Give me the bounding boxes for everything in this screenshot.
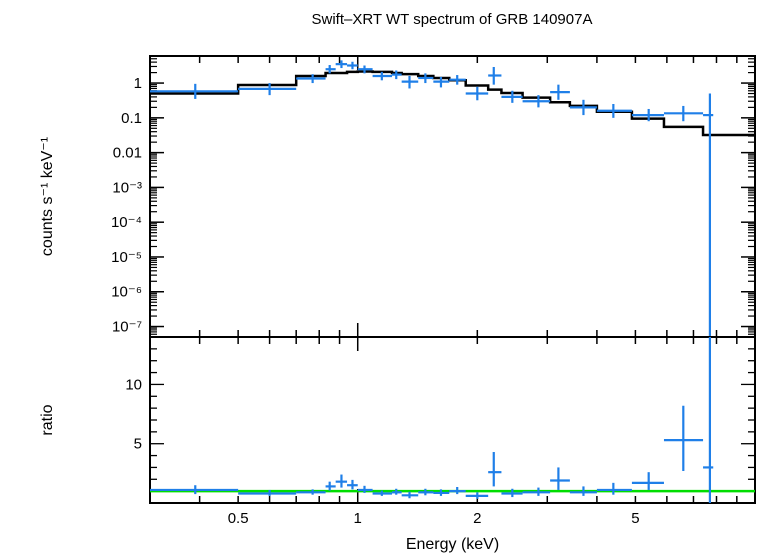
y-tick-label: 10⁻³ [112,179,142,196]
chart-title: Swift–XRT WT spectrum of GRB 140907A [312,11,593,28]
ratio-data-point [522,487,551,496]
spectrum-data-points [150,60,714,337]
spectrum-data-point [150,83,239,99]
y-tick-label: 0.1 [121,110,142,127]
ratio-data-point [631,472,664,490]
ratio-data-points [150,337,714,503]
ratio-data-point [296,489,326,495]
ratio-data-point [150,485,239,495]
y-tick-label: 0.01 [113,145,142,162]
spectrum-data-point [703,93,714,337]
ratio-data-point [392,488,402,495]
spectrum-y-tick-labels: 1 0.1 0.01 10⁻³ 10⁻⁴ 10⁻⁵ 10⁻⁶ 10⁻⁷ [111,75,142,335]
ratio-data-point [325,481,336,491]
spectrum-data-point [433,76,450,88]
ratio-data-point [433,489,450,496]
spectrum-data-point [372,71,393,81]
model-step-path [150,70,755,137]
ratio-data-point [488,452,502,487]
spectrum-data-point [401,75,419,89]
ratio-data-point [501,488,523,498]
ratio-data-point [372,490,393,496]
x-tick-label: 1 [354,510,362,527]
spectrum-data-point [335,60,348,69]
x-tick-label: 0.5 [228,510,249,527]
spectrum-data-point [631,108,664,122]
ratio-data-point [238,489,297,496]
ratio-data-point [465,492,489,499]
model-step-line [150,70,755,137]
y-tick-label: 10 [125,376,142,393]
ratio-data-point [401,491,419,499]
ratio-y-axis-label: ratio [39,404,56,435]
spectrum-data-point [501,90,523,103]
spectrum-data-point [550,84,570,100]
spectrum-data-point [569,99,597,116]
spectrum-data-point [357,65,373,74]
ratio-data-point [596,482,632,495]
x-axis-label: Energy (keV) [406,536,499,553]
ratio-data-point [550,467,570,490]
x-tick-label: 2 [473,510,481,527]
ratio-data-point [357,485,373,493]
spectrum-data-point [522,95,551,108]
y-tick-label: 10⁻⁴ [111,214,142,231]
y-tick-label: 10⁻⁵ [111,249,142,266]
spectrum-data-point [663,105,704,122]
spectrum-y-axis-label: counts s⁻¹ keV⁻¹ [39,137,56,256]
ratio-data-point [449,486,466,495]
spectrum-data-point [296,74,326,84]
spectrum-data-point [325,65,336,74]
x-tick-labels: 0.5 1 2 5 [228,510,640,527]
y-tick-label: 5 [134,436,142,453]
y-tick-label: 10⁻⁶ [111,284,142,301]
ratio-data-point [703,337,714,503]
ratio-panel-frame [149,336,756,504]
spectrum-data-point [238,83,297,96]
ratio-data-point [663,405,704,471]
ratio-data-point [418,488,434,496]
ratio-data-point [335,474,348,488]
ratio-y-tick-labels: 5 10 [125,376,142,452]
spectrum-data-point [418,73,434,84]
spectrum-data-point [347,61,358,70]
spectrum-data-point [488,66,502,85]
spectrum-panel-frame [149,55,756,338]
ratio-data-point [347,479,358,490]
spectrum-panel: 1 0.1 0.01 10⁻³ 10⁻⁴ 10⁻⁵ 10⁻⁶ 10⁻⁷ counts s⁻¹ … [39,55,756,338]
spectrum-data-point [392,70,402,80]
x-tick-label: 5 [631,510,639,527]
ratio-axis-ticks [149,337,755,503]
y-tick-label: 10⁻⁷ [112,319,142,336]
spectrum-axis-ticks [149,55,755,338]
spectrum-data-point [465,86,489,101]
y-tick-label: 1 [134,75,142,92]
ratio-data-point [569,486,597,496]
spectrum-data-point [596,104,632,118]
spectrum-data-point [449,75,466,85]
ratio-panel: 5 10 0.5 1 2 5 ratio Energy (keV) [39,336,756,553]
